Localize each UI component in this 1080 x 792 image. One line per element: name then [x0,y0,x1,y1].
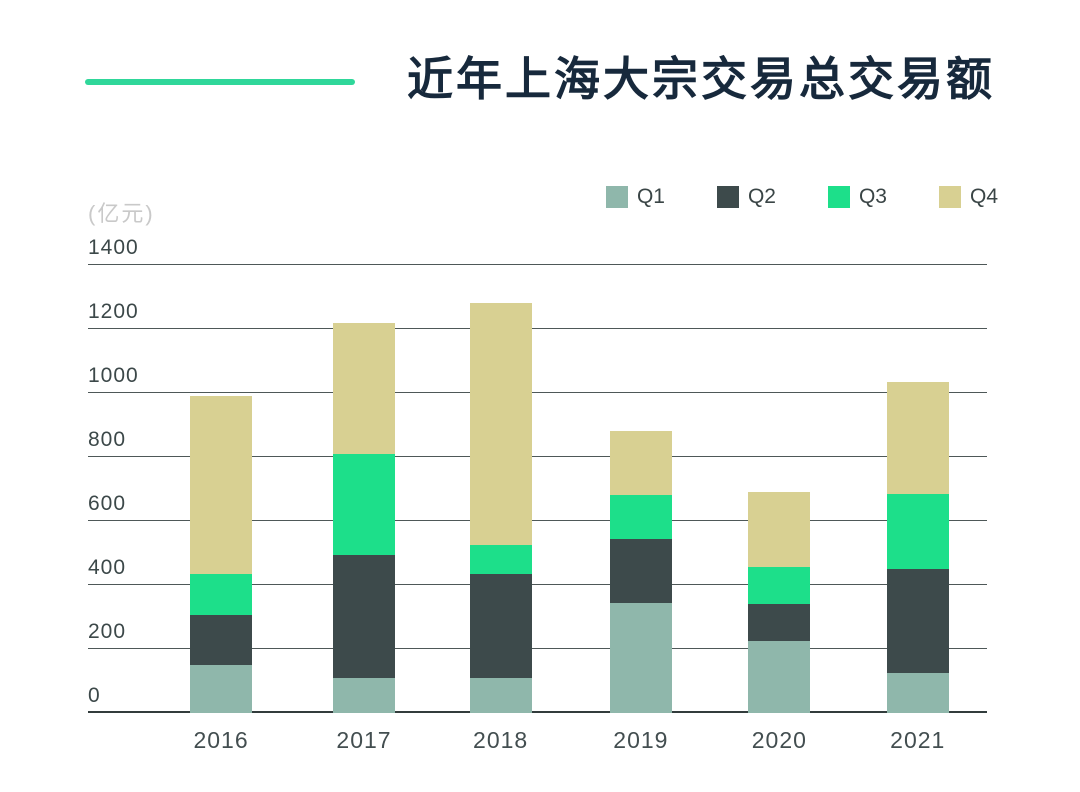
legend-swatch-q1 [605,186,628,208]
bar-segment-q4-2017 [332,322,395,454]
bar-segment-q1-2016 [190,665,253,713]
gridline-600: 600 [88,492,987,521]
bar-segment-q1-2020 [748,641,811,713]
x-label-2017: 2017 [336,727,392,753]
legend-item-q1: Q1 [605,185,665,209]
legend-item-q3: Q3 [827,185,887,209]
bar-2020 [748,492,811,713]
x-axis-line: 0 [88,684,987,713]
legend-label: Q2 [747,185,776,208]
page-title: 近年上海大宗交易总交易额 [407,53,995,105]
gridline-1400: 1400 [88,236,987,265]
bar-2021 [886,381,949,713]
legend-swatch-q2 [716,186,739,208]
accent-line [85,78,355,85]
y-tick-label-0: 0 [88,684,101,707]
gridline-800: 800 [88,428,987,457]
bar-segment-q1-2019 [609,602,672,713]
bar-segment-q2-2021 [886,569,949,673]
x-label-2021: 2021 [890,727,946,753]
gridline-200: 200 [88,620,987,649]
y-tick-label-200: 200 [88,620,127,643]
bar-2018 [469,303,532,713]
stacked-bar-chart: 0 200 400 600 800 1000 1200 1400 2016 2017 2018 201… [88,236,987,753]
legend-swatch-q4 [938,186,961,208]
bar-segment-q4-2018 [469,303,532,546]
bar-segment-q4-2016 [190,396,253,574]
bar-segment-q4-2020 [748,492,811,568]
legend: Q1 Q2 Q3 Q4 [605,185,998,209]
bar-segment-q2-2020 [748,604,811,641]
x-label-2020: 2020 [751,727,807,753]
bar-segment-q3-2020 [748,567,811,605]
gridline-1000: 1000 [88,364,987,393]
legend-label: Q3 [858,185,887,208]
bar-segment-q2-2017 [332,554,395,678]
bar-segment-q3-2017 [332,453,395,555]
bar-2019 [609,431,672,713]
bar-segment-q1-2018 [469,677,532,713]
bar-segment-q4-2021 [886,381,949,494]
bar-segment-q2-2018 [469,573,532,678]
bar-segment-q1-2017 [332,677,395,713]
x-label-2018: 2018 [473,727,529,753]
y-tick-label-1000: 1000 [88,364,139,387]
legend-item-q2: Q2 [716,185,776,209]
bar-segment-q3-2019 [609,495,672,539]
x-label-2019: 2019 [613,727,669,753]
bar-segment-q4-2019 [609,431,672,496]
bar-segment-q1-2021 [886,673,949,713]
header: 近年上海大宗交易总交易额 [85,52,995,107]
bar-segment-q3-2018 [469,545,532,574]
legend-swatch-q3 [827,186,850,208]
bar-segment-q2-2016 [190,615,253,665]
x-label-2016: 2016 [193,727,249,753]
y-tick-label-600: 600 [88,492,127,515]
gridline-1200: 1200 [88,300,987,329]
bar-2016 [190,396,253,713]
y-tick-label-1400: 1400 [88,236,139,259]
y-axis-unit-label: (亿元) [88,201,155,226]
y-tick-label-800: 800 [88,428,127,451]
legend-label: Q4 [969,185,998,208]
bar-segment-q3-2016 [190,573,253,616]
y-tick-label-400: 400 [88,556,127,579]
bar-segment-q3-2021 [886,493,949,569]
bar-2017 [332,322,395,713]
legend-item-q4: Q4 [938,185,998,209]
gridline-400: 400 [88,556,987,585]
bar-segment-q2-2019 [609,538,672,603]
y-tick-label-1200: 1200 [88,300,139,323]
legend-label: Q1 [636,185,665,208]
